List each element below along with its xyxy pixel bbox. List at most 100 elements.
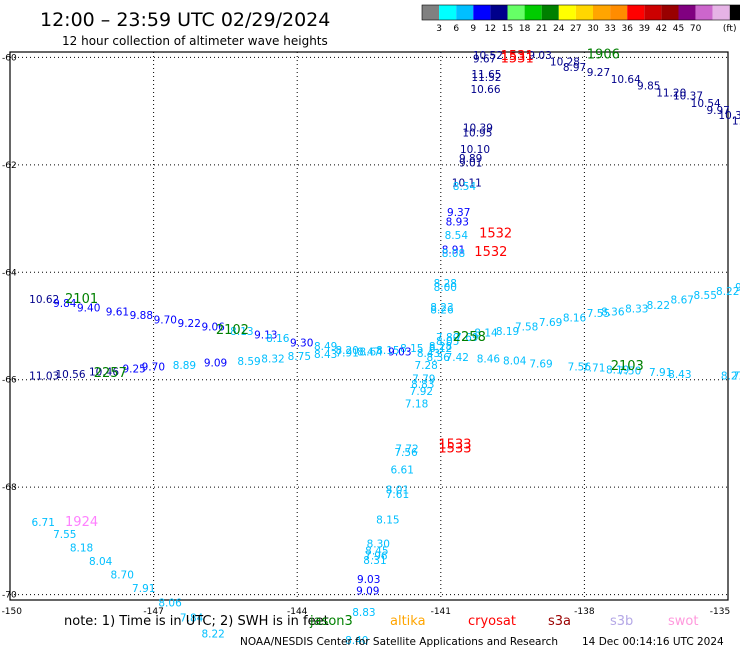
pass-time-label: 1531: [501, 52, 534, 67]
wave-height-label: 7.71: [582, 363, 605, 375]
scale-tick-label: 45: [673, 24, 684, 34]
x-tick-label: -144: [287, 607, 308, 617]
wave-height-label: 8.31: [363, 555, 386, 567]
wave-height-label: 10.36: [718, 110, 740, 122]
scale-swatch: [575, 5, 593, 20]
wave-height-label: 11.03: [29, 371, 59, 383]
x-tick-label: -135: [710, 607, 730, 617]
wave-height-label: 9.37: [447, 207, 470, 219]
pass-time-label: 2101: [65, 292, 98, 307]
scale-tick-label: 24: [553, 24, 565, 34]
scale-tick-label: 27: [570, 24, 581, 34]
wave-height-label: 8.08: [442, 248, 465, 260]
scale-tick-label: 42: [656, 24, 667, 34]
chart-subtitle: 12 hour collection of altimeter wave hei…: [62, 34, 328, 48]
wave-height-label: 8.45: [365, 545, 388, 557]
wave-height-label: 8.28: [434, 278, 457, 290]
wave-height-label: 7.92: [410, 386, 433, 398]
wave-height-label: 7.50: [618, 365, 641, 377]
scale-swatch: [610, 5, 628, 20]
wave-height-label: 10.37: [673, 90, 703, 102]
wave-height-label: 7.91: [335, 348, 358, 360]
pass-time-label: 1532: [474, 245, 507, 260]
wave-height-label: 7.80: [436, 332, 459, 344]
scale-tick-label: 15: [502, 24, 513, 34]
satellite-legend-cryosat: cryosat: [468, 614, 516, 629]
wave-height-label: 7.18: [405, 399, 428, 411]
wave-height-label: 8.55: [694, 290, 717, 302]
wave-height-label: 9.03: [528, 50, 551, 62]
wave-height-label: 8.04: [89, 556, 113, 568]
wave-height-label: 8.83: [352, 607, 375, 619]
wave-height-label: 7.96: [364, 551, 388, 563]
wave-height-label: 8.36: [601, 306, 625, 318]
wave-height-label: 10.10: [460, 144, 490, 156]
wave-height-label: 8.59: [237, 356, 260, 368]
pass-time-label: 1532: [479, 226, 512, 241]
scale-tick-label: 21: [536, 24, 547, 34]
x-tick-label: -141: [431, 607, 451, 617]
wave-height-label: 8.33: [625, 304, 648, 316]
wave-height-label: 10.95: [462, 127, 492, 139]
scale-swatch: [507, 5, 525, 20]
wave-height-label: 8.18: [70, 543, 93, 555]
scale-swatch: [490, 5, 508, 20]
plot-frame: [9, 51, 729, 601]
wave-height-label: 8.89: [173, 360, 196, 372]
wave-height-label: 8.64: [359, 347, 383, 359]
wave-height-label: 9.61: [106, 306, 129, 318]
scale-swatch: [456, 5, 474, 20]
wave-height-label: 9.01: [459, 157, 482, 169]
wave-height-label: 8.16: [266, 333, 290, 345]
pass-time-label: 2258: [453, 330, 486, 345]
satellite-legend-jason3: jason3: [309, 614, 353, 629]
pass-time-label: 1533: [438, 437, 471, 452]
scale-tick-label: 30: [587, 24, 599, 34]
footer-generated: 14 Dec 00:14:16 UTC 2024: [582, 636, 724, 648]
y-tick-label: -70: [2, 591, 17, 601]
scale-swatch: [627, 5, 645, 20]
wave-height-label: 8.12: [429, 343, 452, 355]
wave-height-label: 7.69: [539, 317, 562, 329]
wave-height-label: 8.05: [436, 336, 459, 348]
scale-swatch: [661, 5, 679, 20]
satellite-legend-s3a: s3a: [548, 614, 571, 629]
wave-height-label: 7.79: [412, 373, 435, 385]
wave-height-label: 7.69: [455, 332, 478, 344]
scale-swatch: [593, 5, 611, 20]
wave-height-label: 7.56: [568, 362, 592, 374]
pass-time-label: 1906: [587, 47, 620, 62]
satellite-legend-swot: swot: [668, 614, 698, 629]
wave-height-label: 9.85: [637, 81, 660, 93]
x-tick-label: -138: [574, 607, 595, 617]
wave-height-label: 8.22: [647, 300, 670, 312]
wave-height-label: 7.42: [446, 352, 469, 364]
wave-height-label: 7.58: [733, 371, 740, 383]
wave-height-label: 9.40: [77, 302, 100, 314]
wave-height-label: 9.27: [587, 67, 610, 79]
wave-height-label: 10.62: [29, 294, 59, 306]
wave-height-label: 9.89: [459, 153, 482, 165]
wave-height-label: 9.25: [122, 364, 145, 376]
y-tick-label: -68: [2, 483, 17, 493]
color-scale-legend: 3 6 9 12 15 18 21 24 27 30 33 36 39 42 45 70 (ft): [421, 4, 740, 34]
wave-height-label: 8.43: [668, 369, 691, 381]
wave-height-label: 8.04: [503, 356, 527, 368]
wave-height-label: 10.56: [55, 369, 85, 381]
wave-height-label: 8.97: [563, 62, 586, 74]
wave-height-label: 8.54: [445, 230, 469, 242]
y-tick-label: -66: [2, 376, 17, 386]
pass-time-label: 2257: [94, 366, 127, 381]
pass-time-label: 1531: [501, 49, 534, 64]
scale-swatch: [541, 5, 559, 20]
wave-height-label: 9.09: [204, 357, 227, 369]
scale-tick-label: 36: [621, 24, 633, 34]
wave-height-label: 11.65: [471, 69, 501, 81]
wave-height-label: 8.15: [400, 343, 423, 355]
y-tick-label: -64: [2, 268, 17, 278]
wave-height-label: 8.00: [434, 282, 457, 294]
wave-height-label: 8.26: [430, 305, 454, 317]
wave-height-label: 10.54: [691, 98, 721, 110]
wave-height-label: 10.46: [89, 366, 119, 378]
